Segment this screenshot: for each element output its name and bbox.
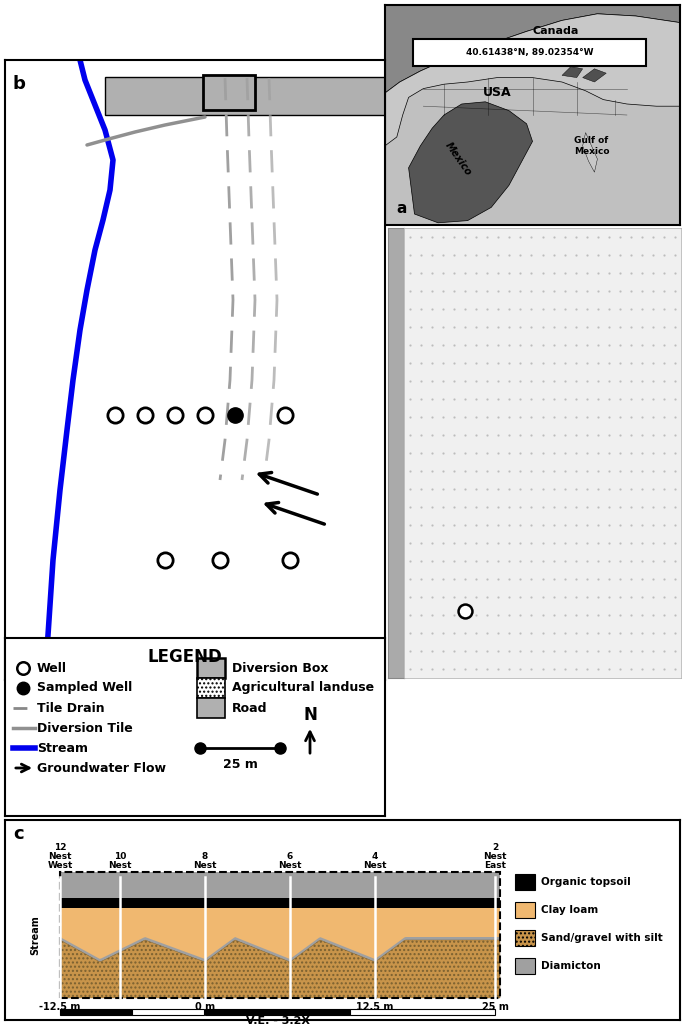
Bar (197, 678, 225, 698)
Polygon shape (60, 908, 500, 959)
Bar (515, 902, 535, 918)
Text: Tile Drain: Tile Drain (37, 702, 105, 714)
Text: Diamicton: Diamicton (541, 961, 601, 971)
Polygon shape (583, 69, 606, 82)
Bar (515, 930, 535, 946)
Text: Sand/gravel with silt: Sand/gravel with silt (541, 933, 663, 943)
Text: Nest: Nest (483, 852, 507, 861)
Text: Clay loam: Clay loam (541, 905, 598, 915)
Bar (60, 872, 500, 998)
Text: Mexico: Mexico (444, 141, 474, 177)
Bar (350, 1009, 495, 1015)
Text: 4: 4 (372, 852, 378, 861)
Bar (515, 958, 535, 974)
Text: Sampled Well: Sampled Well (37, 681, 132, 695)
Text: Nest: Nest (278, 861, 302, 870)
Polygon shape (408, 102, 532, 223)
Polygon shape (583, 132, 597, 172)
Text: c: c (13, 825, 23, 843)
Text: Nest: Nest (193, 861, 216, 870)
Bar (205, 1009, 350, 1015)
Bar (203, 75, 255, 110)
Bar (105, 77, 385, 115)
Text: 12.5 m: 12.5 m (356, 1002, 394, 1012)
Text: Canada: Canada (533, 27, 580, 36)
Bar (197, 698, 225, 718)
Text: 2: 2 (492, 843, 498, 852)
Polygon shape (562, 67, 583, 78)
Text: b: b (13, 75, 26, 93)
Text: Nest: Nest (108, 861, 132, 870)
Text: Organic topsoil: Organic topsoil (541, 877, 631, 887)
Text: Road: Road (232, 702, 268, 714)
Bar (60, 1009, 132, 1015)
Text: -12.5 m: -12.5 m (39, 1002, 81, 1012)
Text: Groundwater Flow: Groundwater Flow (37, 761, 166, 775)
Polygon shape (385, 13, 680, 146)
Bar (515, 874, 535, 890)
Text: a: a (397, 201, 407, 216)
Text: Diversion Tile: Diversion Tile (37, 721, 133, 735)
Text: Nest: Nest (363, 861, 387, 870)
Text: N: N (303, 706, 317, 724)
Text: Diversion Box: Diversion Box (232, 662, 329, 674)
Text: 8: 8 (202, 852, 208, 861)
Text: V.E. - 3.2X: V.E. - 3.2X (245, 1016, 310, 1026)
Text: LEGEND: LEGEND (148, 648, 223, 666)
Text: Agricultural landuse: Agricultural landuse (232, 681, 374, 695)
Text: Well: Well (37, 662, 67, 674)
Bar (60, 872, 500, 998)
Polygon shape (60, 898, 500, 908)
Text: USA: USA (483, 86, 512, 100)
Text: 0 m: 0 m (195, 1002, 215, 1012)
Text: 6: 6 (287, 852, 293, 861)
Bar (197, 658, 225, 678)
Text: Gulf of
Mexico: Gulf of Mexico (574, 136, 609, 156)
Polygon shape (60, 940, 500, 998)
Text: Stream: Stream (30, 915, 40, 955)
Text: East: East (484, 861, 506, 870)
Text: Stream: Stream (37, 742, 88, 754)
Text: Nest: Nest (48, 852, 72, 861)
Text: 12: 12 (53, 843, 66, 852)
FancyBboxPatch shape (413, 39, 646, 66)
Text: West: West (47, 861, 73, 870)
Text: 25 m: 25 m (482, 1002, 508, 1012)
Polygon shape (385, 5, 680, 93)
Text: 40.61438°N, 89.02354°W: 40.61438°N, 89.02354°W (466, 48, 593, 56)
Text: 25 m: 25 m (223, 758, 258, 771)
Text: 10: 10 (114, 852, 126, 861)
Bar (132, 1009, 204, 1015)
